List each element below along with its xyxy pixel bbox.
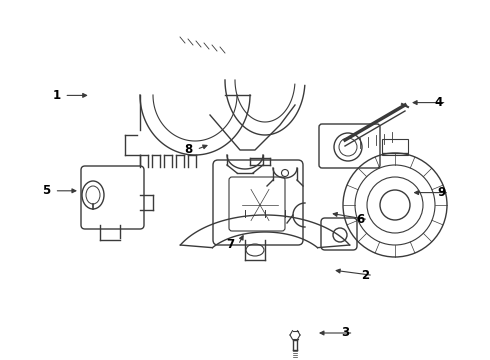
- Text: 8: 8: [185, 143, 193, 156]
- Text: 4: 4: [435, 96, 442, 109]
- Text: 9: 9: [437, 186, 445, 199]
- Text: 7: 7: [226, 238, 234, 251]
- Text: 2: 2: [361, 269, 369, 282]
- Text: 5: 5: [43, 184, 50, 197]
- Text: 6: 6: [356, 213, 364, 226]
- Text: 1: 1: [52, 89, 60, 102]
- Text: 3: 3: [342, 327, 349, 339]
